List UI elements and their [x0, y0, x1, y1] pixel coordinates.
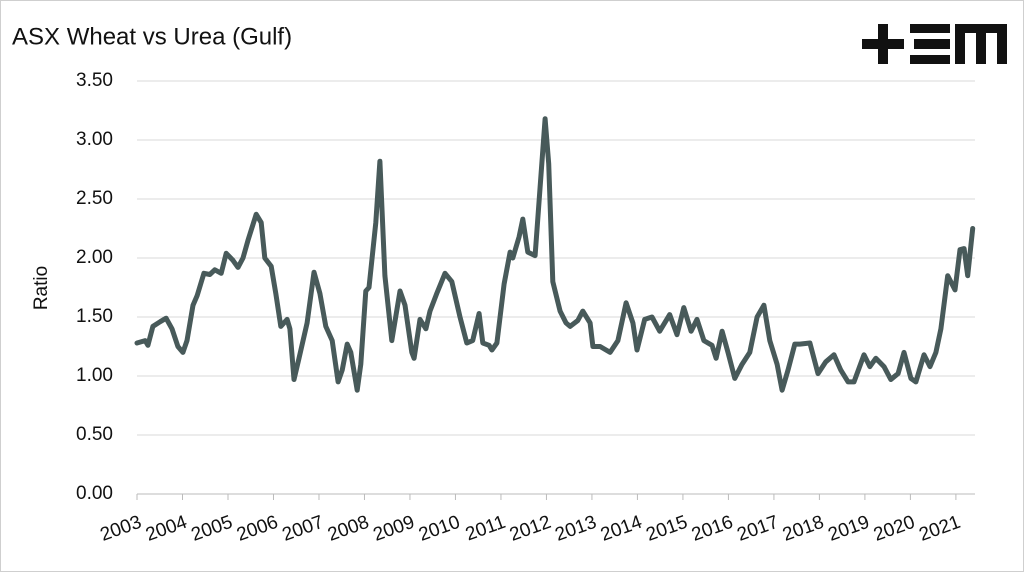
y-tick-label: 0.50	[76, 424, 113, 445]
line	[134, 116, 976, 393]
y-axis-label: Ratio	[31, 266, 52, 310]
y-tick-label: 2.00	[76, 247, 113, 268]
chart-title: ASX Wheat vs Urea (Gulf)	[12, 23, 292, 50]
y-tick-label: 1.50	[76, 306, 113, 327]
y-tick-label: 3.00	[76, 129, 113, 150]
y-tick-label: 2.50	[76, 188, 113, 209]
logo	[862, 24, 1007, 64]
y-tick-label: 3.50	[76, 70, 113, 91]
y-tick-label: 0.00	[76, 483, 113, 504]
y-tick-label: 1.00	[76, 365, 113, 386]
